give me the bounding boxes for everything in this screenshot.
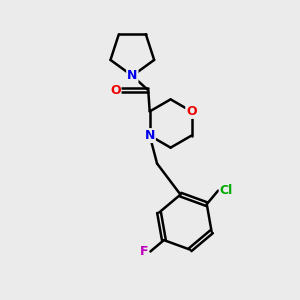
Text: N: N xyxy=(145,129,155,142)
Text: O: O xyxy=(110,84,121,97)
Text: F: F xyxy=(140,245,148,258)
Text: O: O xyxy=(186,105,197,118)
Text: Cl: Cl xyxy=(220,184,233,197)
Text: N: N xyxy=(127,69,137,82)
